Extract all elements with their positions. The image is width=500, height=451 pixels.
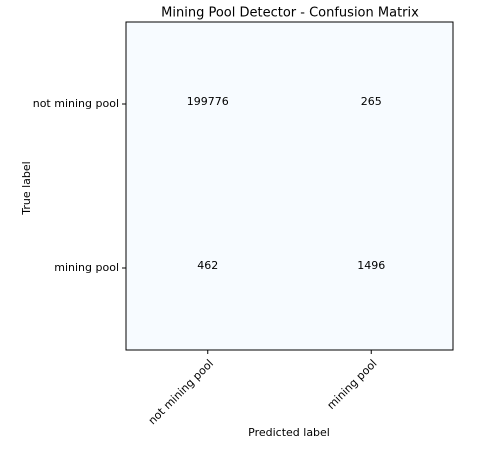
heatmap-cell [126,186,290,350]
x-tick-label: not mining pool [146,357,216,427]
x-tick-label: mining pool [325,357,380,412]
chart-title: Mining Pool Detector - Confusion Matrix [161,6,419,21]
y-axis-label: True label [20,161,33,215]
plot-frame [125,21,454,351]
y-tick-label: mining pool [54,261,119,274]
cell-label: 265 [361,95,382,108]
heatmap-cell [289,186,453,350]
cell-label: 199776 [187,95,229,108]
heatmap-cell [126,22,290,186]
x-axis-label: Predicted label [248,426,330,439]
cell-label: 1496 [357,259,385,272]
cell-label: 462 [197,259,218,272]
y-tick-label: not mining pool [33,97,119,110]
heatmap-cell [289,22,453,186]
